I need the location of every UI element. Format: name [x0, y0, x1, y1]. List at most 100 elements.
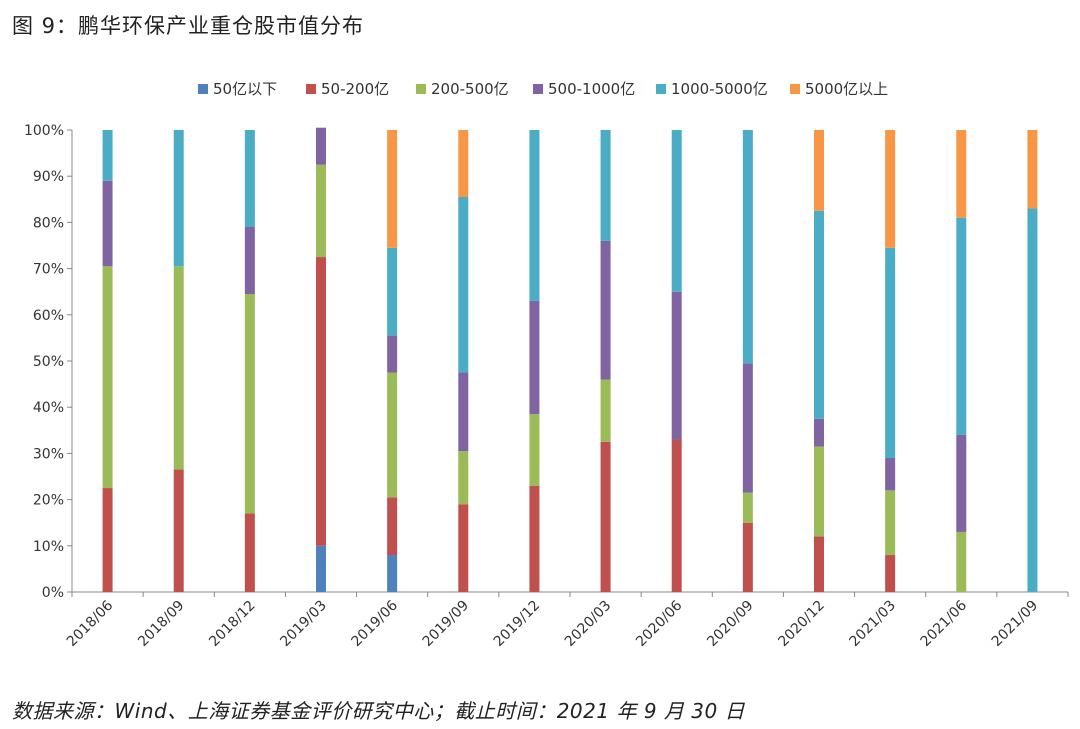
bar-segment — [387, 335, 398, 373]
bar-segment — [885, 130, 896, 248]
bar-segment — [956, 531, 967, 592]
legend-item: 200-500亿 — [416, 78, 509, 99]
legend-swatch — [198, 83, 208, 94]
bar-segment — [742, 363, 753, 493]
x-tick-label: 2019/12 — [491, 598, 543, 650]
y-tick-label: 30% — [33, 446, 64, 462]
bar-segment — [885, 247, 896, 459]
x-tick-label: 2018/06 — [64, 597, 117, 650]
bar-segment — [814, 446, 824, 537]
bar-segment — [316, 164, 326, 258]
bar-segment — [458, 451, 469, 505]
bar-segment — [102, 130, 113, 181]
bar-segment — [102, 488, 113, 592]
x-tick-label: 2021/03 — [847, 598, 899, 650]
bar-segment — [529, 485, 540, 592]
source-note: 数据来源：Wind、上海证券基金评价研究中心；截止时间：2021 年 9 月 3… — [12, 699, 746, 723]
x-tick-label: 2020/06 — [633, 597, 686, 650]
bar-segment — [600, 130, 611, 241]
legend-item: 500-1000亿 — [533, 78, 635, 99]
bar-segment — [600, 240, 611, 380]
bar-segment — [600, 441, 611, 592]
legend-label: 50-200亿 — [321, 80, 390, 98]
x-tick-label: 2021/09 — [989, 598, 1041, 650]
bar-segment — [387, 372, 398, 498]
x-tick-label: 2018/12 — [206, 598, 258, 650]
legend-label: 50亿以下 — [213, 80, 278, 98]
bar-segment — [671, 439, 682, 592]
y-tick-label: 100% — [24, 123, 64, 139]
bar-segment — [102, 180, 113, 267]
bar-segment — [244, 227, 255, 295]
bar-segment — [316, 545, 326, 592]
bar-segment — [316, 257, 326, 546]
legend-item: 5000亿以上 — [790, 78, 888, 99]
legend-label: 200-500亿 — [431, 80, 509, 98]
legend-item: 1000-5000亿 — [656, 78, 768, 99]
bar-segment — [458, 130, 469, 197]
bar-segment — [173, 266, 184, 470]
y-tick-label: 50% — [33, 354, 64, 370]
bar-segment — [529, 300, 540, 415]
bar-segment — [885, 490, 896, 556]
legend-swatch — [416, 83, 426, 94]
bar-segment — [458, 196, 469, 373]
bar-segment — [814, 536, 824, 592]
bar-segment — [885, 458, 896, 491]
bar-segment — [316, 127, 326, 165]
bar-segment — [956, 130, 967, 218]
figure-title: 图 9：鹏华环保产业重仓股市值分布 — [12, 14, 365, 38]
bar-segment — [244, 513, 255, 592]
x-tick-label: 2021/06 — [918, 597, 971, 650]
legend-swatch — [533, 83, 543, 94]
legend-item: 50亿以下 — [198, 78, 277, 99]
bar-segment — [742, 130, 753, 364]
chart-legend: 50亿以下 50-200亿 200-500亿 500-1000亿 1000-5000亿 5… — [0, 78, 1080, 98]
bar-segment — [671, 291, 682, 440]
x-tick-label: 2020/12 — [775, 598, 827, 650]
x-tick-label: 2020/03 — [562, 598, 614, 650]
bar-segment — [387, 247, 398, 336]
legend-swatch — [656, 83, 666, 94]
y-tick-label: 60% — [33, 308, 64, 324]
bar-segment — [671, 130, 682, 292]
y-tick-label: 0% — [42, 585, 64, 601]
bar-segment — [458, 504, 469, 592]
bar-segment — [814, 130, 824, 211]
x-tick-label: 2019/03 — [277, 598, 329, 650]
legend-label: 500-1000亿 — [548, 80, 636, 98]
bar-segment — [458, 372, 469, 452]
bar-segment — [529, 414, 540, 486]
bar-segment — [102, 266, 113, 489]
bar-segment — [814, 418, 824, 447]
y-tick-label: 70% — [33, 262, 64, 278]
bar-segment — [956, 217, 967, 435]
y-tick-label: 90% — [33, 169, 64, 185]
bar-segment — [529, 130, 540, 301]
y-tick-label: 80% — [33, 215, 64, 231]
legend-swatch — [790, 83, 800, 94]
x-tick-label: 2019/06 — [349, 597, 402, 650]
y-tick-label: 20% — [33, 493, 64, 509]
bar-segment — [173, 469, 184, 592]
bar-segment — [600, 379, 611, 442]
x-tick-label: 2019/09 — [420, 598, 472, 650]
bar-segment — [387, 555, 398, 592]
bar-segment — [387, 497, 398, 556]
bar-segment — [1027, 130, 1038, 209]
bar-segment — [387, 130, 398, 248]
legend-label: 5000亿以上 — [805, 80, 889, 98]
bar-segment — [244, 130, 255, 228]
x-tick-label: 2018/09 — [135, 598, 187, 650]
bar-segment — [173, 130, 184, 267]
bar-segment — [244, 294, 255, 514]
bar-segment — [814, 210, 824, 419]
x-tick-label: 2020/09 — [704, 598, 756, 650]
bar-segment — [1027, 208, 1038, 593]
legend-label: 1000-5000亿 — [671, 80, 768, 98]
legend-swatch — [306, 83, 316, 94]
bar-segment — [885, 555, 896, 592]
y-tick-label: 40% — [33, 400, 64, 416]
bar-segment — [742, 522, 753, 592]
